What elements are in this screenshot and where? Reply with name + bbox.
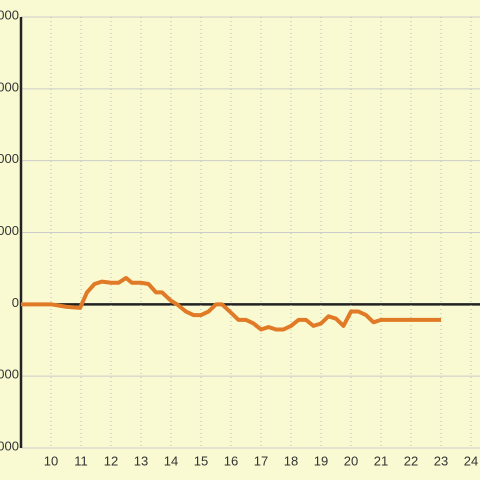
y-tick-label: 0 — [12, 295, 19, 310]
x-tick-label: 15 — [194, 453, 208, 468]
x-tick-label: 20 — [344, 453, 358, 468]
x-tick-label: 23 — [434, 453, 448, 468]
y-tick-label: 9,000 — [0, 79, 19, 94]
line — [21, 275, 441, 332]
y-tick-label: -3,000 — [0, 367, 19, 382]
y-tick-label: 6,000 — [0, 151, 19, 166]
x-tick-label: 16 — [224, 453, 238, 468]
x-tick-label: 12 — [104, 453, 118, 468]
x-tick-label: 18 — [284, 453, 298, 468]
x-tick-label: 11 — [74, 453, 88, 468]
x-tick-label: 22 — [404, 453, 418, 468]
y-tick-label: -6,000 — [0, 438, 19, 453]
x-tick-label: 10 — [44, 453, 58, 468]
x-tick-label: 14 — [164, 453, 178, 468]
x-tick-label: 24 — [464, 453, 478, 468]
x-tick-label: 21 — [374, 453, 388, 468]
x-tick-label: 19 — [314, 453, 328, 468]
y-tick-label: 3,000 — [0, 223, 19, 238]
x-tick-label: 13 — [134, 453, 148, 468]
x-tick-label: 17 — [254, 453, 268, 468]
y-tick-label: 12,000 — [0, 7, 19, 22]
